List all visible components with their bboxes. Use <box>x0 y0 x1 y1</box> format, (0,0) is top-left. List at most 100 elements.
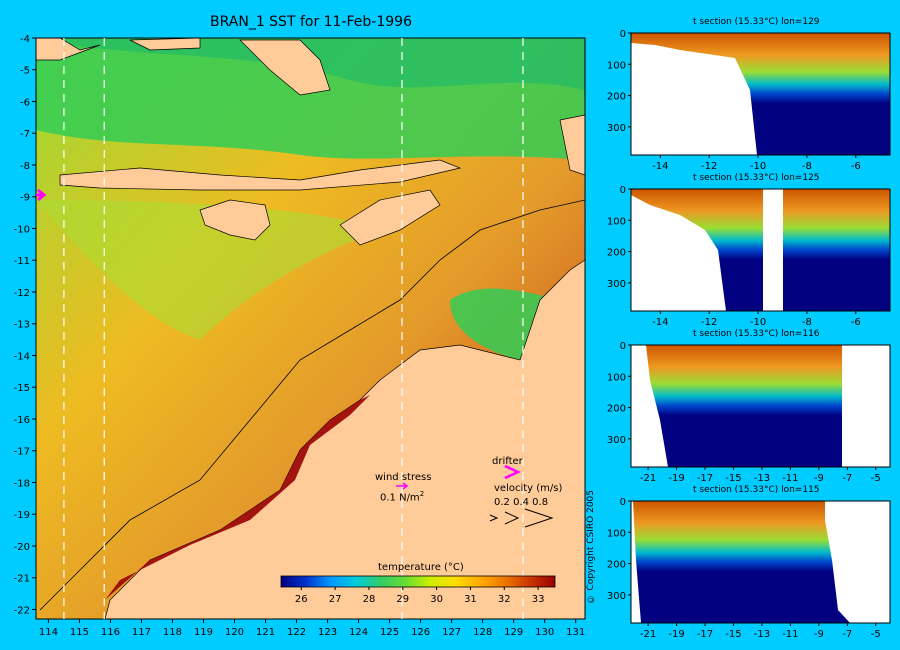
timor-island <box>339 189 441 246</box>
section-x-tick-label: -11 <box>782 473 798 484</box>
section-frame <box>630 32 891 156</box>
section-y-tick-label: 300 <box>607 591 626 602</box>
map-y-tick-label: -9 <box>20 193 30 204</box>
map-x-tick-label: 126 <box>411 627 430 638</box>
section-x-tick-label: -17 <box>697 473 713 484</box>
section-y-tick-label: 300 <box>607 279 626 290</box>
section-panel: -14 -12 -10 -8 -6 0 100 200 300 <box>607 29 891 172</box>
map-y-tick-label: -5 <box>20 66 30 77</box>
section-panel: -21 -19 -17 -15 -13 -11 -9 -7 -5 0 100 200 300 <box>607 497 891 640</box>
colorbar-tick-label: 27 <box>329 594 342 605</box>
map-y-tick-label: -19 <box>14 510 30 521</box>
colorbar-label: temperature (°C) <box>378 562 464 573</box>
map-x-tick-label: 116 <box>101 627 120 638</box>
map-x-tick-label: 131 <box>566 627 585 638</box>
section-title: t section (15.33°C) lon=116 <box>693 329 820 339</box>
section-x-tick-label: -21 <box>640 473 656 484</box>
section-y-tick-label: 200 <box>607 404 626 415</box>
section-x-tick-label: -12 <box>701 161 717 172</box>
section-x-tick-label: -9 <box>814 473 824 484</box>
map-y-tick-label: -10 <box>14 224 30 235</box>
section-panel: -21 -19 -17 -15 -13 -11 -9 -7 -5 0 100 200 300 <box>607 341 891 484</box>
velocity-scale-arrows-icon <box>489 508 554 528</box>
map-y-tick-label: -4 <box>20 34 30 45</box>
section-x-tick-label: -8 <box>802 317 812 328</box>
section-y-tick-label: 0 <box>620 497 626 508</box>
map-y-tick-label: -11 <box>14 256 30 267</box>
section-land-mask <box>842 345 890 467</box>
section-y-tick-label: 0 <box>620 29 626 40</box>
section-y-tick-label: 200 <box>607 248 626 259</box>
lesser-sunda-islands <box>59 159 462 191</box>
section-x-tick-label: -6 <box>851 161 861 172</box>
section-frame <box>630 344 891 468</box>
colorbar-ticks: 26 27 28 29 30 31 32 33 <box>295 587 544 605</box>
colorbar-tick-label: 31 <box>464 594 477 605</box>
velocity-arrow-icon <box>36 188 47 202</box>
section-land-mask <box>631 345 668 467</box>
section-x-tick-label: -10 <box>750 161 766 172</box>
section-frame <box>630 188 891 312</box>
map-x-tick-label: 124 <box>349 627 368 638</box>
section-x-tick-label: -7 <box>842 629 852 640</box>
island-north <box>129 38 201 51</box>
section-y-tick-label: 100 <box>607 60 626 71</box>
section-x-tick-label: -14 <box>652 317 668 328</box>
sulawesi-island <box>239 39 331 96</box>
warm-coastal-band <box>105 395 370 600</box>
colorbar <box>280 575 556 588</box>
velocity-scale: 0.2 0.4 0.8 <box>494 497 549 508</box>
wind-stress-label: wind stress <box>375 472 432 483</box>
section-x-tick-label: -5 <box>871 629 881 640</box>
map-x-tick-label: 120 <box>225 627 244 638</box>
island-east <box>559 114 585 176</box>
map-field <box>36 38 585 619</box>
section-y-tick-label: 200 <box>607 560 626 571</box>
section-x-tick-label: -10 <box>750 317 766 328</box>
section-x-tick-label: -19 <box>668 629 684 640</box>
section-land-mask <box>631 501 641 623</box>
map-y-tick-label: -13 <box>14 320 30 331</box>
wind-stress-scale: 0.1 N/m2 <box>380 490 425 504</box>
map-axis-ticks: 114 115 116 117 118 119 120 121 122 123 124 125 126 1… <box>14 34 586 638</box>
map-y-tick-label: -14 <box>14 351 30 362</box>
map-x-tick-label: 117 <box>132 627 151 638</box>
section-y-tick-label: 100 <box>607 216 626 227</box>
map-y-tick-label: -12 <box>14 288 30 299</box>
section-x-tick-label: -13 <box>754 629 770 640</box>
map-y-tick-label: -20 <box>14 542 30 553</box>
section-land-mask <box>631 33 757 155</box>
colorbar-tick-label: 32 <box>498 594 511 605</box>
section-title: t section (15.33°C) lon=125 <box>693 173 820 183</box>
map-x-tick-label: 121 <box>256 627 275 638</box>
yellow-green-eddies <box>36 200 380 340</box>
borneo-coast <box>36 38 101 61</box>
section-panel: -14 -12 -10 -8 -6 0 100 200 300 <box>607 185 891 328</box>
map-x-tick-label: 119 <box>194 627 213 638</box>
section-x-tick-label: -14 <box>652 161 668 172</box>
map-y-tick-label: -16 <box>14 415 30 426</box>
section-x-tick-label: -15 <box>725 473 741 484</box>
section-x-tick-label: -8 <box>802 161 812 172</box>
map-y-tick-label: -8 <box>20 161 30 172</box>
section-x-tick-label: -7 <box>842 473 852 484</box>
colorbar-tick-label: 29 <box>396 594 409 605</box>
section-x-tick-label: -12 <box>701 317 717 328</box>
section-y-tick-label: 100 <box>607 528 626 539</box>
wind-stress-arrow-icon <box>396 482 409 490</box>
map-frame <box>35 37 586 620</box>
map-y-tick-label: -15 <box>14 383 30 394</box>
map-x-tick-label: 127 <box>442 627 461 638</box>
section-x-tick-label: -19 <box>668 473 684 484</box>
velocity-label: velocity (m/s) <box>494 483 563 494</box>
map-x-tick-label: 129 <box>504 627 523 638</box>
section-title: t section (15.33°C) lon=115 <box>693 485 820 495</box>
colorbar-tick-label: 28 <box>363 594 376 605</box>
map-x-tick-label: 114 <box>39 627 58 638</box>
section-land-mask <box>763 189 783 311</box>
chart-title: BRAN_1 SST for 11-Feb-1996 <box>210 14 412 30</box>
map-x-tick-label: 128 <box>473 627 492 638</box>
copyright-text: © Copyright CSIRO 2005 <box>586 490 596 604</box>
map-x-tick-label: 130 <box>535 627 554 638</box>
